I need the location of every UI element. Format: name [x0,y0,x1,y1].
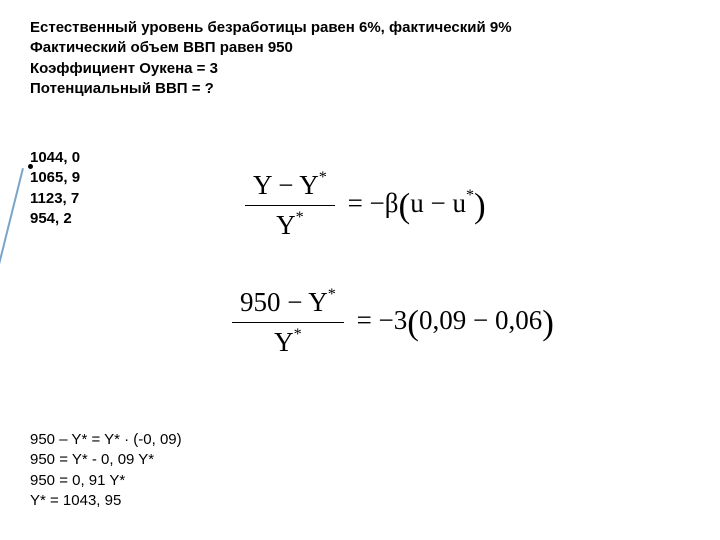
denominator-2: Y* [232,323,344,360]
solution-line-2: 950 = Y* - 0, 09 Y* [30,450,182,470]
solution-line-4: Y* = 1043, 95 [30,491,182,511]
solution-line-3: 950 = 0, 91 Y* [30,471,182,491]
star-4: * [328,285,336,303]
equals-3: = −3 [357,305,408,335]
solution-line-1: 950 – Y* = Y* · (-0, 09) [30,430,182,450]
equation-rhs-2: = −3(0,09 − 0,06) [357,303,554,343]
okun-formula-general: Y − Y* Y* = −β(u − u*) [245,168,486,243]
num-950: 950 [240,287,281,317]
equals-beta: = −β [348,188,399,218]
rparen-1: ) [474,186,486,225]
numerator-2: 950 − Y* [232,285,344,323]
numerator-1: Y − Y* [245,168,335,206]
bullet-dot [28,164,33,169]
lparen-2: ( [407,303,419,342]
equation-rhs-1: = −β(u − u*) [348,186,486,226]
problem-statement: Естественный уровень безработицы равен 6… [30,18,512,99]
num2-Ystar: Y [308,287,328,317]
num-minus: − [272,170,300,200]
num2-minus: − [281,287,309,317]
rparen-2: ) [542,303,554,342]
num-Y: Y [253,170,272,200]
star-5: * [294,325,302,343]
answer-3: 1123, 7 [30,189,80,209]
denominator-1: Y* [245,206,335,243]
answer-2: 1065, 9 [30,168,80,188]
star-1: * [319,168,327,186]
fraction-1: Y − Y* Y* [245,168,335,243]
okun-formula-applied: 950 − Y* Y* = −3(0,09 − 0,06) [232,285,554,360]
star-2: * [296,208,304,226]
u-minus-u: u − u [410,188,466,218]
num-Ystar: Y [299,170,319,200]
den-Y: Y [276,210,296,240]
problem-line-4: Потенциальный ВВП = ? [30,79,512,99]
answer-4: 954, 2 [30,209,80,229]
fraction-2: 950 − Y* Y* [232,285,344,360]
star-3: * [466,186,474,204]
problem-line-1: Естественный уровень безработицы равен 6… [30,18,512,38]
problem-line-3: Коэффициент Оукена = 3 [30,59,512,79]
answer-1: 1044, 0 [30,148,80,168]
den2-Y: Y [274,327,294,357]
problem-line-2: Фактический объем ВВП равен 950 [30,38,512,58]
lparen-1: ( [399,186,411,225]
solution-steps: 950 – Y* = Y* · (-0, 09) 950 = Y* - 0, 0… [30,430,182,511]
vals-diff: 0,09 − 0,06 [419,305,542,335]
answer-options: 1044, 0 1065, 9 1123, 7 954, 2 [30,148,80,229]
diagonal-line [0,168,24,498]
